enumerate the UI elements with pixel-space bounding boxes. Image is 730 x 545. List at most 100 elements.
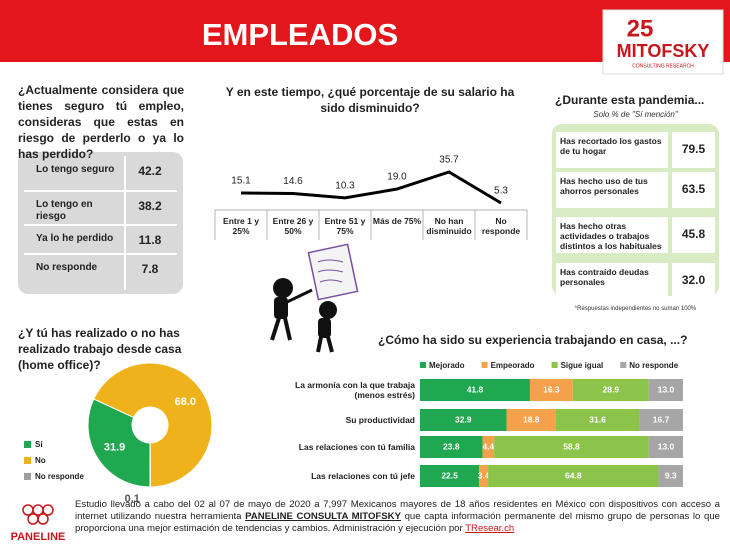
legend-swatch bbox=[420, 362, 426, 368]
data-label: 15.1 bbox=[231, 176, 251, 187]
bar-segment bbox=[639, 409, 683, 431]
row-cell bbox=[672, 217, 715, 253]
legend-label: No responde bbox=[35, 472, 84, 481]
data-label: 23.8 bbox=[443, 441, 460, 451]
row-cell bbox=[672, 263, 715, 299]
bar-segment bbox=[420, 436, 483, 458]
illustration bbox=[270, 243, 359, 353]
bar-segment bbox=[658, 465, 683, 487]
bar-segment bbox=[482, 436, 495, 458]
data-label: 13.0 bbox=[658, 441, 675, 451]
line bbox=[240, 170, 502, 205]
x-tick-label: Entre 1 y 25% bbox=[223, 216, 259, 236]
row-value: 7.8 bbox=[141, 262, 159, 276]
footer-tool: PANELINE CONSULTA MITOFSKY bbox=[245, 511, 401, 522]
row-value: 63.5 bbox=[681, 182, 706, 196]
data-label: 32.9 bbox=[455, 414, 472, 424]
data-label: 31.9 bbox=[104, 442, 125, 454]
data-label: 14.6 bbox=[283, 176, 303, 187]
legend-label: No responde bbox=[629, 361, 678, 370]
row-value: 42.2 bbox=[138, 164, 162, 178]
data-label: 22.5 bbox=[441, 470, 458, 480]
x-tick-label: No responde bbox=[481, 216, 521, 236]
data-label: 10.3 bbox=[335, 181, 355, 192]
row-cell bbox=[556, 263, 668, 299]
footer-text: Estudio llevado a cabo del 02 al 07 de m… bbox=[75, 499, 720, 535]
legend-swatch bbox=[24, 441, 31, 448]
legend-label: Empeorado bbox=[491, 361, 535, 370]
row-cell bbox=[672, 172, 715, 208]
legend-swatch bbox=[481, 362, 488, 368]
y-tick-label: Su productividad bbox=[345, 415, 415, 425]
legend-swatch bbox=[24, 457, 31, 464]
data-label: 16.7 bbox=[653, 414, 670, 424]
y-tick-label: Las relaciones con tú jefe bbox=[311, 471, 415, 481]
bar-segment bbox=[648, 436, 683, 458]
bar-segment bbox=[529, 379, 573, 401]
bar-segment bbox=[488, 465, 659, 487]
legend-label: Mejorado bbox=[429, 361, 465, 370]
chart-title: Y en este tiempo, ¿qué porcentaje de su … bbox=[225, 85, 515, 115]
legend-label: Sigue igual bbox=[561, 361, 604, 370]
row-label: No responde bbox=[36, 262, 98, 273]
chart-title: ¿Y tú has realizado o no has realizado t… bbox=[18, 326, 182, 372]
legend-label: No bbox=[35, 456, 46, 465]
footer-logo-text: PANELINE bbox=[11, 531, 66, 543]
y-tick-label: La armonía con la que trabaja (menos est… bbox=[295, 380, 415, 400]
row-value: 38.2 bbox=[138, 199, 162, 213]
data-label: 16.3 bbox=[543, 384, 560, 394]
pie-slice bbox=[93, 362, 213, 488]
chart-title: ¿Cómo ha sido su experiencia trabajando … bbox=[378, 333, 688, 347]
logo-box bbox=[602, 9, 724, 75]
row-label: Has contraído deudas personales bbox=[560, 267, 649, 287]
data-label: 64.8 bbox=[565, 470, 582, 480]
row-value: 79.5 bbox=[681, 142, 706, 156]
data-label: 58.8 bbox=[563, 441, 580, 451]
bar-segment bbox=[506, 409, 556, 431]
data-label: 0.1 bbox=[125, 493, 140, 505]
footer-link[interactable]: TResear.ch bbox=[465, 523, 515, 534]
legend-swatch bbox=[24, 473, 31, 480]
row-label: Has recortado los gastos de tu hogar bbox=[560, 136, 662, 156]
row-cell bbox=[556, 132, 668, 168]
data-label: 3.4 bbox=[478, 470, 490, 480]
logo-name: MITOFSKY bbox=[617, 41, 710, 61]
row-value: 32.0 bbox=[681, 273, 706, 287]
subtitle: Solo % de "Sí mención" bbox=[593, 110, 678, 119]
bar-segment bbox=[648, 379, 683, 401]
bar-segment bbox=[479, 465, 489, 487]
data-label: 19.0 bbox=[387, 172, 407, 183]
data-label: 35.7 bbox=[439, 155, 459, 166]
data-label: 5.3 bbox=[494, 186, 508, 197]
footer-logo-mark bbox=[22, 504, 54, 525]
data-label: 41.8 bbox=[467, 384, 484, 394]
y-tick-label: Las relaciones con tú familia bbox=[298, 442, 415, 452]
data-label: 68.0 bbox=[175, 396, 196, 408]
row-cell bbox=[672, 132, 715, 168]
x-tick-label: No han disminuido bbox=[426, 216, 472, 236]
legend-label: Sí bbox=[35, 440, 43, 449]
bar-segment bbox=[572, 379, 649, 401]
data-label: 9.3 bbox=[665, 470, 677, 480]
row-cell bbox=[556, 217, 668, 253]
question: ¿Durante esta pandemia... bbox=[555, 93, 705, 107]
row-label: Lo tengo en riesgo bbox=[36, 199, 93, 222]
row-label: Lo tengo seguro bbox=[36, 164, 115, 175]
x-tick-label: Entre 26 y 50% bbox=[272, 216, 314, 236]
pie-slice bbox=[87, 398, 151, 488]
row-value: 11.8 bbox=[138, 233, 162, 247]
x-tick-label: Entre 51 y 75% bbox=[324, 216, 366, 236]
legend-swatch bbox=[551, 362, 558, 368]
row-label: Has hecho otras actividades o trabajos d… bbox=[560, 221, 662, 251]
data-label: 28.9 bbox=[603, 384, 620, 394]
data-label: 31.6 bbox=[589, 414, 606, 424]
row-label: Ya lo he perdido bbox=[36, 233, 114, 244]
footer-logo-frame bbox=[10, 498, 65, 530]
logo-number: 25 bbox=[627, 15, 654, 42]
data-label: 4.4 bbox=[482, 441, 494, 451]
question: ¿Actualmente considera que tienes seguro… bbox=[18, 83, 184, 161]
bar-segment bbox=[555, 409, 640, 431]
row-label: Has hecho uso de tus ahorros personales bbox=[560, 176, 648, 196]
